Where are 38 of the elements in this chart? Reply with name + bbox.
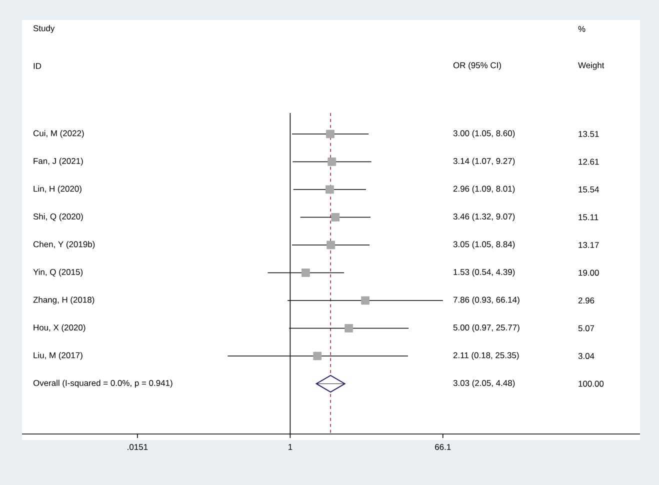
x-tick-label: 1 [288,444,292,450]
y-tick-label: Hou, X (2020) [34,324,86,332]
y-tick-label: Lin, H (2020) [34,186,82,194]
annotation: 12.61 [578,158,599,165]
annotation: 3.04 [578,353,594,359]
annotation: 3.14 (1.07, 9.27) [453,158,515,166]
annotation: 2.96 (1.09, 8.01) [453,186,515,194]
annotation: 1.53 (0.54, 4.39) [454,268,515,277]
y-tick-label: Yin, Q (2015) [33,268,83,277]
annotation: 13.17 [578,242,599,248]
y-tick-label: Shi, Q (2020) [33,213,83,222]
text: OR (95% CI) [453,62,501,70]
annotation: 7.86 (0.93, 66.14) [453,296,520,304]
y-tick-label: Zhang, H (2018) [33,296,94,304]
annotation: 100.00 [578,380,604,387]
y-tick-label: Liu, M (2017) [34,352,82,360]
annotation: 2.96 [578,298,594,304]
y-tick-label: Cui, M (2022) [33,130,84,138]
x-tick-label: .0151 [128,444,148,450]
annotation: 3.46 (1.32, 9.07) [453,213,515,222]
annotation: 3.03 (2.05, 4.48) [453,380,515,388]
y-tick-label: Overall (I-squared = 0.0%, p = 0.941) [33,380,172,388]
annotation: 19.00 [578,270,599,276]
annotation: 13.51 [578,131,599,137]
text: Weight [578,62,604,70]
annotation: 5.07 [578,325,594,332]
annotation: 15.54 [578,186,599,192]
annotation: 3.00 (1.05, 8.60) [453,130,515,138]
y-tick-label: Chen, Y (2019b) [33,241,95,249]
annotation: 5.00 (0.97, 25.77) [453,324,520,332]
text: ID [34,63,42,69]
annotation: 15.11 [578,214,598,220]
y-tick-label: Fan, J (2021) [34,158,83,166]
text: % [578,26,586,32]
text: Study [33,25,55,33]
annotation: 2.11 (0.18, 25.35) [453,352,519,360]
x-tick-label: 66.1 [435,444,451,450]
annotation: 3.05 (1.05, 8.84) [453,241,515,249]
